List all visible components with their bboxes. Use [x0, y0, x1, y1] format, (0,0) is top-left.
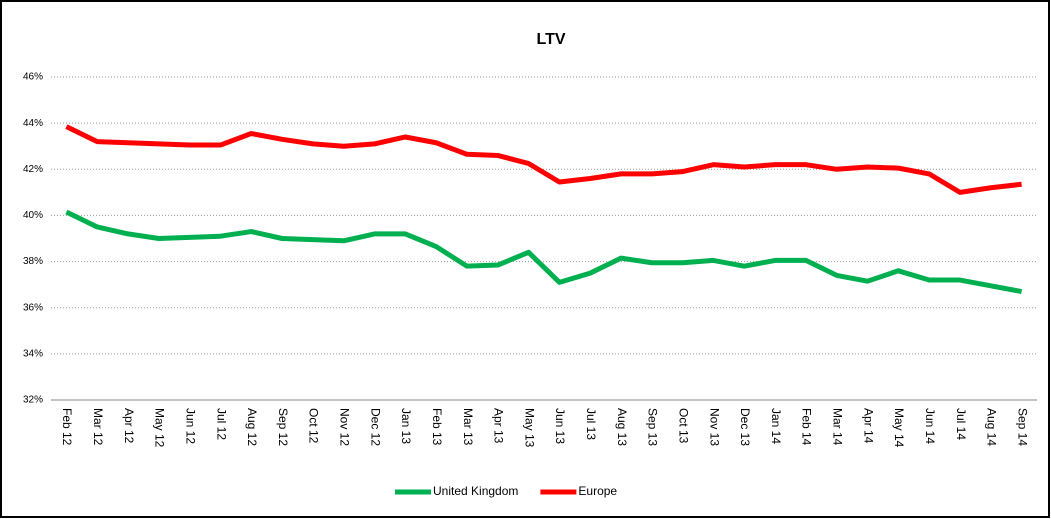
x-tick-label: Jan 13 [399, 408, 413, 444]
x-tick-label: Feb 13 [430, 408, 444, 446]
x-tick-label: Jun 12 [183, 408, 197, 444]
y-tick-label: 38% [23, 256, 43, 267]
x-tick-label: Aug 14 [985, 408, 999, 446]
x-tick-label: Nov 13 [707, 408, 721, 446]
y-tick-label: 44% [23, 118, 43, 129]
x-tick-label: May 13 [522, 408, 536, 448]
x-tick-label: Jan 14 [769, 408, 783, 444]
x-tick-label: Dec 12 [368, 408, 382, 446]
legend-label: United Kingdom [433, 484, 518, 498]
x-tick-label: Mar 14 [831, 408, 845, 446]
data-line [65, 124, 1022, 195]
x-tick-label: Oct 12 [307, 408, 321, 444]
x-tick-label: Nov 12 [338, 408, 352, 446]
y-tick-label: 46% [23, 72, 43, 83]
x-tick-label: Oct 13 [676, 408, 690, 444]
x-tick-label: Sep 14 [1015, 408, 1029, 446]
y-tick-label: 34% [23, 348, 43, 359]
x-tick-label: Mar 13 [461, 408, 475, 446]
x-tick-label: Aug 13 [615, 408, 629, 446]
y-tick-label: 40% [23, 210, 43, 221]
legend-label: Europe [578, 484, 617, 498]
x-tick-label: Mar 12 [91, 408, 105, 446]
x-tick-label: Jun 14 [923, 408, 937, 444]
data-line [65, 209, 1023, 295]
chart-title: LTV [536, 31, 565, 48]
x-tick-label: Apr 14 [861, 408, 875, 444]
x-tick-label: Feb 12 [60, 408, 74, 446]
x-tick-label: Sep 12 [276, 408, 290, 446]
x-tick-label: Apr 13 [492, 408, 506, 444]
x-tick-label: Jul 13 [584, 408, 598, 440]
x-tick-label: Feb 14 [800, 408, 814, 446]
x-tick-label: Jul 12 [214, 408, 228, 440]
x-tick-label: Aug 12 [245, 408, 259, 446]
x-tick-label: May 12 [153, 408, 167, 448]
y-tick-label: 36% [23, 302, 43, 313]
y-tick-label: 42% [23, 164, 43, 175]
x-tick-label: May 14 [892, 408, 906, 448]
x-tick-label: Jun 13 [553, 408, 567, 444]
x-tick-label: Dec 13 [738, 408, 752, 446]
x-tick-label: Jul 14 [954, 408, 968, 440]
x-tick-label: Sep 13 [646, 408, 660, 446]
y-tick-label: 32% [23, 395, 43, 406]
x-tick-label: Apr 12 [122, 408, 136, 444]
